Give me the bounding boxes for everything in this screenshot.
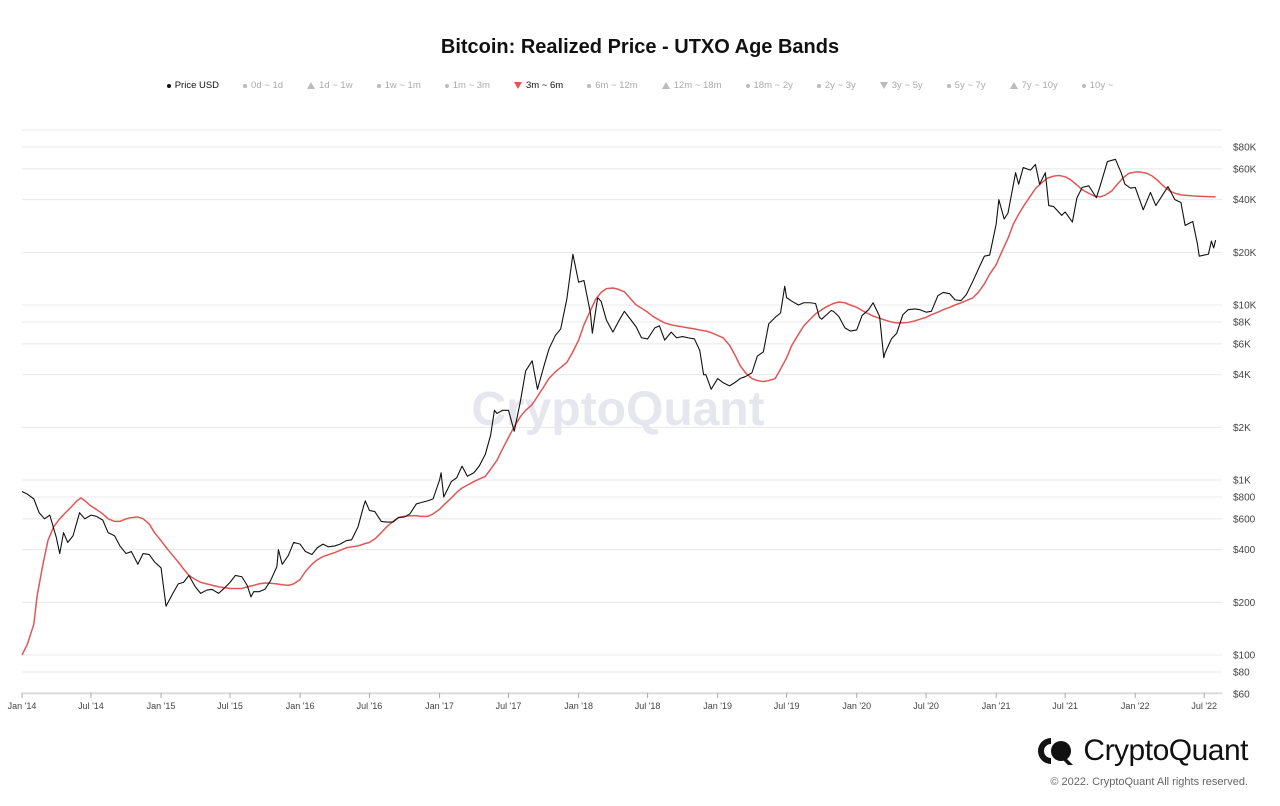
y-tick-label: $100 (1233, 651, 1256, 662)
legend-marker-icon (1081, 83, 1086, 88)
legend-marker-icon (587, 83, 592, 88)
series-line-price-usd (21, 158, 1217, 607)
x-tick-label: Jul '22 (1191, 701, 1217, 711)
legend-item[interactable]: 3m ~ 6m (513, 80, 564, 91)
legend-label: 5y ~ 7y (954, 80, 986, 91)
x-tick-label: Jan '17 (425, 701, 454, 711)
legend-marker-icon (816, 83, 821, 88)
x-tick-label: Jul '20 (913, 701, 939, 711)
legend-label: 12m ~ 18m (673, 80, 722, 91)
y-tick-label: $200 (1233, 598, 1256, 609)
y-tick-label: $2K (1233, 423, 1251, 434)
legend-item[interactable]: Price USD (166, 80, 220, 91)
y-tick-label: $400 (1233, 545, 1256, 556)
legend-marker-icon (307, 82, 316, 89)
legend-label: 10y ~ (1089, 80, 1114, 91)
legend-label: 3m ~ 6m (525, 80, 564, 91)
series-layer (21, 158, 1217, 656)
legend-label: 1w ~ 1m (384, 80, 421, 91)
legend-label: 1d ~ 1w (319, 80, 353, 91)
legend-item[interactable]: 5y ~ 7y (946, 80, 986, 91)
series-line-realized-3m-6m (21, 171, 1216, 656)
y-axis: $60 $80 $100 $200 $400 $600 $800 $1K $2K $4K $6K $8… (1233, 142, 1257, 700)
legend-label: 18m ~ 2y (753, 80, 793, 91)
legend-item[interactable]: 0d ~ 1d (243, 80, 283, 91)
x-tick-label: Jan '16 (286, 701, 315, 711)
legend-label: 7y ~ 10y (1021, 80, 1058, 91)
brand-logo: CryptoQuant (1035, 734, 1248, 768)
x-tick-label: Jul '16 (357, 701, 383, 711)
legend-marker-icon (879, 82, 888, 89)
legend-item[interactable]: 1d ~ 1w (307, 80, 353, 91)
legend-item[interactable]: 6m ~ 12m (587, 80, 638, 91)
chart-legend: Price USD 0d ~ 1d 1d ~ 1w 1w ~ 1m 1m ~ 3m 3m … (0, 80, 1280, 91)
y-tick-label: $4K (1233, 370, 1251, 381)
legend-marker-icon (243, 83, 248, 88)
y-tick-label: $1K (1233, 476, 1251, 487)
legend-label: 1m ~ 3m (452, 80, 490, 91)
y-tick-label: $600 (1233, 514, 1256, 525)
legend-marker-icon (444, 83, 449, 88)
legend-label: 6m ~ 12m (595, 80, 638, 91)
watermark-text: CryptoQuant (471, 383, 764, 436)
brand-name: CryptoQuant (1083, 734, 1248, 767)
x-tick-label: Jul '18 (635, 701, 661, 711)
legend-label: Price USD (174, 80, 220, 91)
legend-item[interactable]: 10y ~ (1081, 80, 1114, 91)
legend-marker-icon (1009, 82, 1018, 89)
x-tick-label: Jan '22 (1121, 701, 1150, 711)
legend-marker-icon (946, 83, 951, 88)
y-tick-label: $80K (1233, 142, 1257, 153)
chart-title: Bitcoin: Realized Price - UTXO Age Bands (440, 36, 840, 58)
legend-marker-icon (376, 83, 381, 88)
x-tick-label: Jul '14 (78, 701, 104, 711)
x-tick-label: Jul '17 (496, 701, 522, 711)
legend-item[interactable]: 1m ~ 3m (444, 80, 490, 91)
legend-item[interactable]: 12m ~ 18m (661, 80, 722, 91)
legend-item[interactable]: 1w ~ 1m (376, 80, 421, 91)
x-tick-label: Jul '21 (1052, 701, 1078, 711)
x-tick-label: Jan '14 (8, 701, 37, 711)
y-tick-label: $60K (1233, 164, 1257, 175)
y-tick-label: $8K (1233, 317, 1251, 328)
x-tick-label: Jan '18 (564, 701, 593, 711)
legend-marker-icon (166, 83, 171, 88)
copyright-text: © 2022. CryptoQuant All rights reserved. (1050, 776, 1248, 788)
x-tick-label: Jan '15 (147, 701, 176, 711)
legend-marker-icon (513, 82, 522, 89)
cryptoquant-logo-icon (1038, 738, 1074, 765)
legend-item[interactable]: 3y ~ 5y (879, 80, 923, 91)
y-tick-label: $10K (1233, 301, 1257, 312)
y-tick-label: $40K (1233, 195, 1257, 206)
x-tick-label: Jan '19 (703, 701, 732, 711)
legend-marker-icon (661, 82, 670, 89)
y-tick-label: $80 (1233, 667, 1250, 678)
x-tick-label: Jan '20 (842, 701, 871, 711)
y-tick-label: $6K (1233, 339, 1251, 350)
x-tick-label: Jan '21 (982, 701, 1011, 711)
y-tick-label: $20K (1233, 248, 1257, 259)
x-tick-label: Jul '19 (774, 701, 800, 711)
legend-label: 3y ~ 5y (891, 80, 923, 91)
legend-marker-icon (745, 83, 750, 88)
y-tick-label: $800 (1233, 492, 1256, 503)
legend-label: 0d ~ 1d (251, 80, 284, 91)
chart-plot: CryptoQuant Jan '14 Jul '14 Jan '15 Jul '15… (8, 129, 1257, 711)
legend-item[interactable]: 2y ~ 3y (816, 80, 856, 91)
y-tick-label: $60 (1233, 689, 1250, 700)
x-tick-label: Jul '15 (217, 701, 243, 711)
legend-label: 2y ~ 3y (824, 80, 856, 91)
legend-item[interactable]: 7y ~ 10y (1009, 80, 1058, 91)
x-axis: Jan '14 Jul '14 Jan '15 Jul '15 Jan '16 Jul '… (8, 692, 1222, 711)
grid-lines (22, 129, 1222, 695)
legend-item[interactable]: 18m ~ 2y (745, 80, 793, 91)
